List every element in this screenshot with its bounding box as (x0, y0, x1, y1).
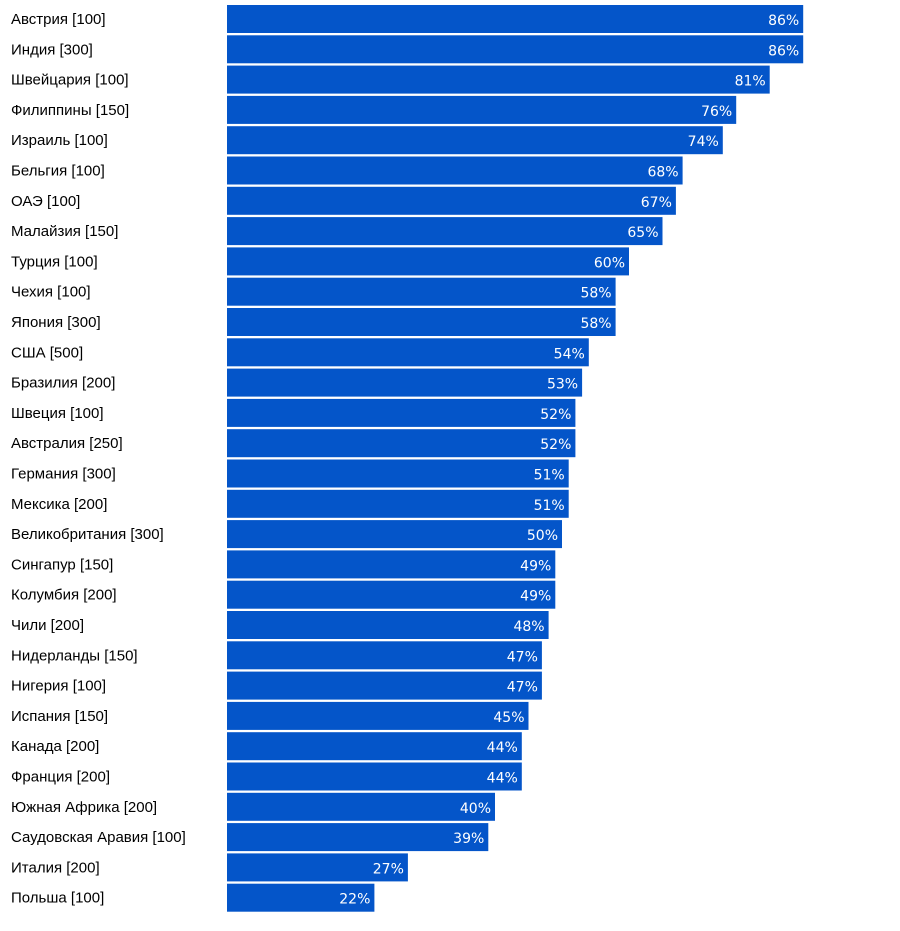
bar (227, 489, 569, 518)
category-labels: Австрия [100] Индия [300] Швейцария [100] Ф… (11, 11, 186, 907)
bar (227, 459, 569, 488)
value-label: 44% (487, 740, 518, 756)
value-label: 74% (688, 134, 719, 150)
bar (227, 520, 562, 549)
bar (227, 5, 804, 33)
category-label: Сингапур [150] (11, 556, 113, 573)
bar (227, 126, 723, 155)
value-label: 60% (594, 255, 625, 271)
bar (227, 732, 522, 761)
value-label: 51% (534, 498, 565, 514)
category-label: Чили [200] (11, 617, 84, 634)
category-label: Италия [200] (11, 859, 100, 876)
category-label: Филиппины [150] (11, 102, 129, 119)
bar (227, 398, 576, 427)
category-label: Япония [300] (11, 314, 101, 331)
value-label: 47% (507, 649, 538, 665)
category-label: Польша [100] (11, 890, 104, 907)
value-label: 47% (507, 680, 538, 696)
category-label: Саудовская Аравия [100] (11, 829, 186, 846)
bar (227, 156, 683, 185)
bar (227, 762, 522, 791)
bar (227, 701, 529, 730)
value-label: 51% (534, 468, 565, 484)
value-label: 39% (453, 831, 484, 847)
category-label: Канада [200] (11, 738, 99, 755)
category-label: Швейцария [100] (11, 72, 129, 89)
category-label: Нидерланды [150] (11, 647, 138, 664)
value-label: 58% (580, 286, 611, 302)
value-label: 45% (493, 710, 524, 726)
category-label: Индия [300] (11, 41, 93, 58)
bar (227, 641, 542, 670)
value-label: 86% (768, 13, 799, 29)
category-label: Мексика [200] (11, 496, 107, 513)
category-label: Малайзия [150] (11, 223, 118, 240)
value-label: 52% (540, 437, 571, 453)
bar (227, 65, 770, 94)
bar (227, 308, 616, 336)
bar (227, 368, 583, 397)
bar (227, 35, 804, 64)
value-label: 76% (701, 104, 732, 120)
value-label: 40% (460, 801, 491, 817)
value-label: 49% (520, 558, 551, 574)
category-label: Израиль [100] (11, 132, 108, 149)
value-label: 68% (647, 165, 678, 181)
bar (227, 247, 629, 276)
category-label: Нигерия [100] (11, 678, 106, 695)
value-label: 27% (373, 861, 404, 877)
bar (227, 671, 542, 700)
value-label: 67% (641, 195, 672, 211)
category-label: Франция [200] (11, 769, 110, 786)
value-label: 48% (513, 619, 544, 635)
category-label: Южная Африка [200] (11, 799, 157, 816)
bar (227, 277, 616, 306)
category-label: Колумбия [200] (11, 587, 117, 604)
category-label: Бразилия [200] (11, 375, 115, 392)
value-label: 58% (580, 316, 611, 332)
category-label: Великобритания [300] (11, 526, 164, 543)
category-label: США [500] (11, 344, 83, 361)
bar (227, 792, 495, 821)
bar (227, 823, 489, 852)
bars (227, 5, 804, 912)
value-label: 52% (540, 407, 571, 423)
category-label: Турция [100] (11, 253, 98, 270)
value-label: 49% (520, 589, 551, 605)
category-label: ОАЭ [100] (11, 193, 80, 210)
category-label: Испания [150] (11, 708, 108, 725)
bar (227, 217, 663, 246)
bar (227, 580, 556, 609)
bar (227, 853, 408, 882)
value-label: 86% (768, 43, 799, 59)
bar (227, 883, 375, 912)
bar (227, 550, 556, 579)
category-label: Германия [300] (11, 466, 116, 483)
value-label: 50% (527, 528, 558, 544)
value-label: 65% (627, 225, 658, 241)
value-label: 22% (339, 892, 370, 908)
value-label: 81% (735, 74, 766, 90)
bar (227, 186, 676, 215)
bar (227, 429, 576, 458)
category-label: Австрия [100] (11, 11, 106, 28)
category-label: Чехия [100] (11, 284, 91, 301)
bar (227, 611, 549, 639)
category-label: Швеция [100] (11, 405, 104, 422)
value-labels: 86%86%81%76%74%68%67%65%60%58%58%54%53%5… (339, 13, 799, 908)
category-label: Бельгия [100] (11, 163, 105, 180)
category-label: Австралия [250] (11, 435, 123, 452)
bar (227, 95, 737, 124)
value-label: 53% (547, 377, 578, 393)
value-label: 54% (554, 346, 585, 362)
value-label: 44% (487, 771, 518, 787)
bar (227, 338, 589, 367)
